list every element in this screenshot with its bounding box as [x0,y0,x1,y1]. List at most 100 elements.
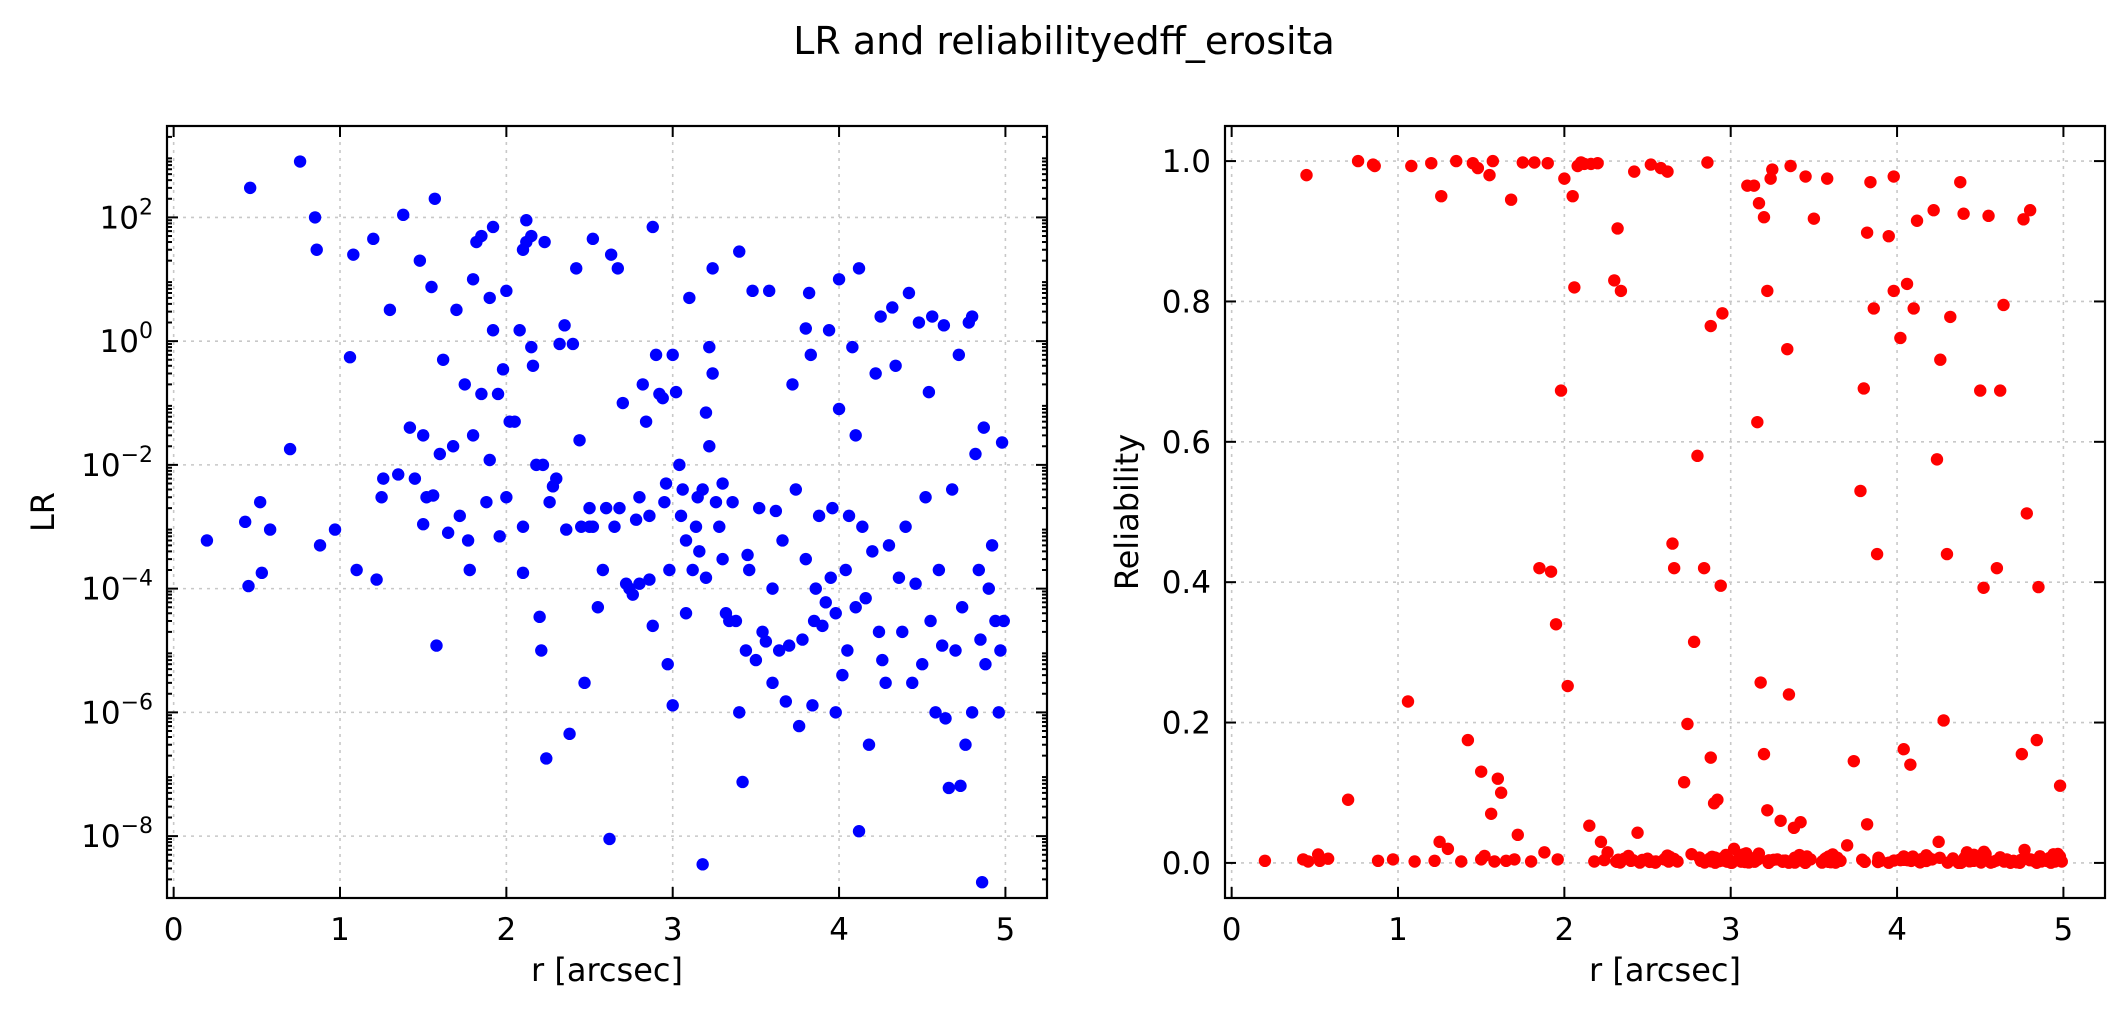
reliability-point [2020,507,2034,520]
reliability-point [1538,846,1551,859]
lr-point [293,155,307,168]
lr-point [200,534,214,547]
lr-x-tick-label: 3 [663,912,683,948]
reliability-point [1461,733,1475,747]
lr-point [525,229,538,243]
reliability-point [1483,168,1496,182]
lr-point [736,775,749,789]
reliability-point [1701,156,1714,169]
lr-point [716,477,729,490]
reliability-point [1907,302,1920,315]
reliability-point [1860,818,1874,831]
lr-point [872,625,886,639]
lr-point [916,658,929,671]
lr-point [693,545,706,558]
lr-point [493,530,506,543]
reliability-point [1301,855,1315,868]
lr-point [776,534,789,547]
lr-point [500,491,513,504]
reliability-point [1762,854,1776,867]
lr-point [766,582,779,595]
reliability-point [1944,310,1957,324]
lr-x-tick-label: 5 [996,912,1016,948]
reliability-point [1583,819,1596,832]
reliability-point [1900,277,1914,291]
reliability-point [1450,154,1463,168]
lr-point [633,577,646,590]
reliability-point [1705,855,1718,868]
lr-point [283,442,297,456]
lr-point [674,509,688,523]
lr-point [458,378,471,391]
lr-point [985,539,999,552]
lr-x-axis-label: r [arcsec] [531,951,683,989]
lr-point [743,563,756,577]
lr-point [846,340,859,354]
lr-point [566,337,580,351]
reliability-point [1666,537,1679,550]
lr-point [709,495,723,509]
reliability-point [1751,415,1764,429]
reliability-point [1704,751,1717,764]
reliability-point [1471,161,1485,175]
reliability-point [1794,816,1807,829]
reliability-point [1425,156,1438,170]
reliability-point [1549,618,1563,631]
reliability-point [1704,319,1717,333]
reliability-point [1601,846,1614,859]
reliability-point [1681,717,1694,731]
lr-point [729,614,743,628]
lr-point [949,644,962,657]
lr-point [570,262,583,275]
lr-point [343,351,357,364]
reliability-point [1614,284,1628,298]
lr-point [428,192,442,205]
reliability-y-axis-label: Reliability [1108,434,1146,590]
reliability-point [1488,855,1501,868]
lr-point [824,571,837,584]
reliability-point [2030,733,2043,747]
lr-point [453,509,466,523]
reliability-point [1897,743,1910,756]
lr-point [965,310,979,323]
reliability-point [1997,298,2010,312]
reliability-point [2053,779,2067,792]
lr-point [829,607,842,620]
lr-point [633,491,646,504]
reliability-point [1351,154,1365,168]
lr-point [994,644,1007,657]
lr-point [804,348,817,362]
lr-point [753,501,766,515]
lr-point [313,539,327,552]
lr-point [491,387,505,401]
reliability-point [1433,835,1446,849]
reliability-point [1341,793,1355,806]
lr-point [769,504,783,518]
reliability-point [1401,695,1415,708]
reliability-point [1504,193,1518,206]
lr-point [397,208,410,222]
lr-point [716,552,729,566]
reliability-x-tick-labels: 0 1 2 3 4 5 [1222,912,2073,948]
lr-point [659,477,673,490]
lr-point [328,523,342,536]
reliability-point [1594,835,1608,849]
lr-point [383,303,397,317]
lr-point [608,520,621,533]
lr-point [924,614,937,628]
lr-point [926,310,939,323]
lr-point [699,571,713,584]
reliability-point [1887,284,1900,298]
lr-point [856,520,869,533]
reliability-point [1386,853,1400,866]
lr-point [974,633,987,646]
reliability-point [1435,189,1448,203]
lr-point [616,396,630,410]
lr-point [658,495,671,509]
lr-point [832,402,846,416]
lr-point [919,491,932,504]
lr-point [669,385,683,399]
lr-point [812,509,826,523]
lr-point [836,668,849,682]
lr-point [739,644,753,657]
